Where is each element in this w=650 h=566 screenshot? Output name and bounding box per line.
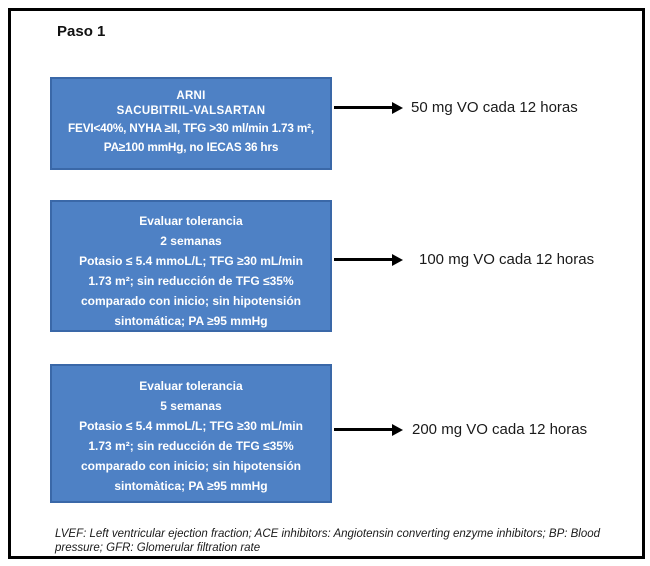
box-line: sintomàtica; PA ≥95 mmHg — [114, 479, 268, 493]
box-line: ARNI — [176, 90, 206, 102]
flow-box-arni: ARNI SACUBITRIL-VALSARTAN FEVI<40%, NYHA… — [50, 77, 332, 170]
box-line: Evaluar tolerancia — [139, 214, 243, 228]
box-line: FEVI<40%, NYHA ≥II, TFG >30 ml/min 1.73 … — [68, 121, 314, 135]
box-line: PA≥100 mmHg, no IECAS 36 hrs — [103, 140, 279, 154]
box-line: sintomática; PA ≥95 mmHg — [114, 314, 268, 328]
page-title: Paso 1 — [57, 23, 106, 40]
outer-frame — [8, 8, 645, 559]
dose-label: 100 mg VO cada 12 horas — [419, 251, 595, 268]
box-line: 1.73 m²; sin reducción de TFG ≤35% — [88, 274, 294, 288]
flow-arrow-icon — [334, 253, 403, 266]
dose-label: 200 mg VO cada 12 horas — [412, 421, 588, 438]
box-line: comparado con inicio; sin hipotensión — [80, 294, 301, 308]
box-line: 2 semanas — [160, 234, 222, 248]
box-line: 5 semanas — [160, 399, 222, 413]
box-line: 1.73 m²; sin reducción de TFG ≤35% — [88, 439, 294, 453]
box-line: SACUBITRIL-VALSARTAN — [116, 105, 266, 117]
flow-arrow-icon — [334, 423, 403, 436]
dose-label: 50 mg VO cada 12 horas — [411, 99, 578, 116]
box-line: comparado con inicio; sin hipotensión — [80, 459, 301, 473]
flow-box-tolerance-5-weeks: Evaluar tolerancia 5 semanas Potasio ≤ 5… — [50, 364, 332, 503]
flow-box-tolerance-2-weeks: Evaluar tolerancia 2 semanas Potasio ≤ 5… — [50, 200, 332, 332]
flow-arrow-icon — [334, 101, 403, 114]
box-line: Evaluar tolerancia — [139, 379, 243, 393]
box-line: Potasio ≤ 5.4 mmoL/L; TFG ≥30 mL/min — [79, 419, 303, 433]
footnote: LVEF: Left ventricular ejection fraction… — [55, 528, 601, 554]
box-line: Potasio ≤ 5.4 mmoL/L; TFG ≥30 mL/min — [79, 254, 303, 268]
